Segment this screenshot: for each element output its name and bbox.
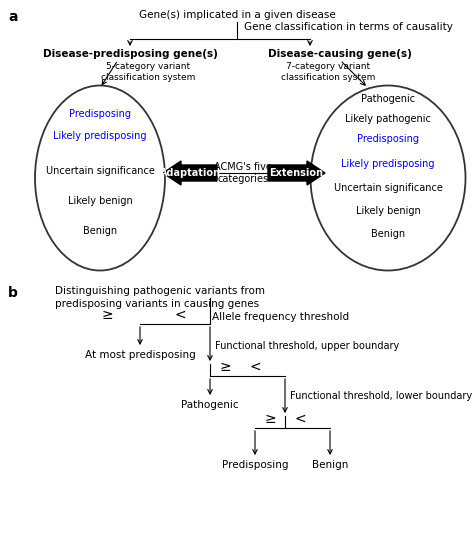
Text: Gene classification in terms of causality: Gene classification in terms of causalit… <box>244 22 453 32</box>
Text: Pathogenic: Pathogenic <box>361 94 415 104</box>
Text: 5-category variant
classification system: 5-category variant classification system <box>101 62 195 82</box>
Text: Likely pathogenic: Likely pathogenic <box>345 114 431 124</box>
Text: 7-category variant
classification system: 7-category variant classification system <box>281 62 375 82</box>
Text: Likely predisposing: Likely predisposing <box>53 131 147 141</box>
Text: Functional threshold, lower boundary: Functional threshold, lower boundary <box>290 391 472 401</box>
Text: b: b <box>8 286 18 300</box>
Text: Benign: Benign <box>371 229 405 239</box>
Text: Benign: Benign <box>312 460 348 470</box>
Text: Pathogenic: Pathogenic <box>181 400 239 410</box>
Text: Benign: Benign <box>83 226 117 236</box>
Text: Predisposing: Predisposing <box>357 134 419 144</box>
Text: <: < <box>174 308 186 322</box>
Text: Disease-causing gene(s): Disease-causing gene(s) <box>268 49 412 59</box>
Text: Predisposing: Predisposing <box>69 109 131 119</box>
Text: ≥: ≥ <box>102 308 113 322</box>
Text: Uncertain significance: Uncertain significance <box>334 183 442 193</box>
Text: Allele frequency threshold: Allele frequency threshold <box>212 312 349 322</box>
Text: Predisposing: Predisposing <box>222 460 288 470</box>
Text: Likely benign: Likely benign <box>68 196 132 206</box>
Text: <: < <box>250 360 261 374</box>
FancyArrow shape <box>163 161 217 185</box>
Text: Likely benign: Likely benign <box>356 206 420 216</box>
Text: Likely predisposing: Likely predisposing <box>341 159 435 169</box>
Text: Disease-predisposing gene(s): Disease-predisposing gene(s) <box>43 49 218 59</box>
Text: ACMG's five
categories: ACMG's five categories <box>214 162 272 184</box>
Text: At most predisposing: At most predisposing <box>85 350 195 360</box>
Text: Extension: Extension <box>270 168 323 178</box>
Text: Functional threshold, upper boundary: Functional threshold, upper boundary <box>215 341 399 351</box>
Text: Uncertain significance: Uncertain significance <box>46 166 155 176</box>
Text: ≥: ≥ <box>264 412 276 426</box>
Text: predisposing variants in causing genes: predisposing variants in causing genes <box>55 299 259 309</box>
Text: Adaptation: Adaptation <box>159 168 220 178</box>
Text: Gene(s) implicated in a given disease: Gene(s) implicated in a given disease <box>138 10 336 20</box>
Text: Distinguishing pathogenic variants from: Distinguishing pathogenic variants from <box>55 286 265 296</box>
Text: ≥: ≥ <box>219 360 231 374</box>
FancyArrow shape <box>268 161 325 185</box>
Text: a: a <box>8 10 18 24</box>
Text: <: < <box>295 412 306 426</box>
